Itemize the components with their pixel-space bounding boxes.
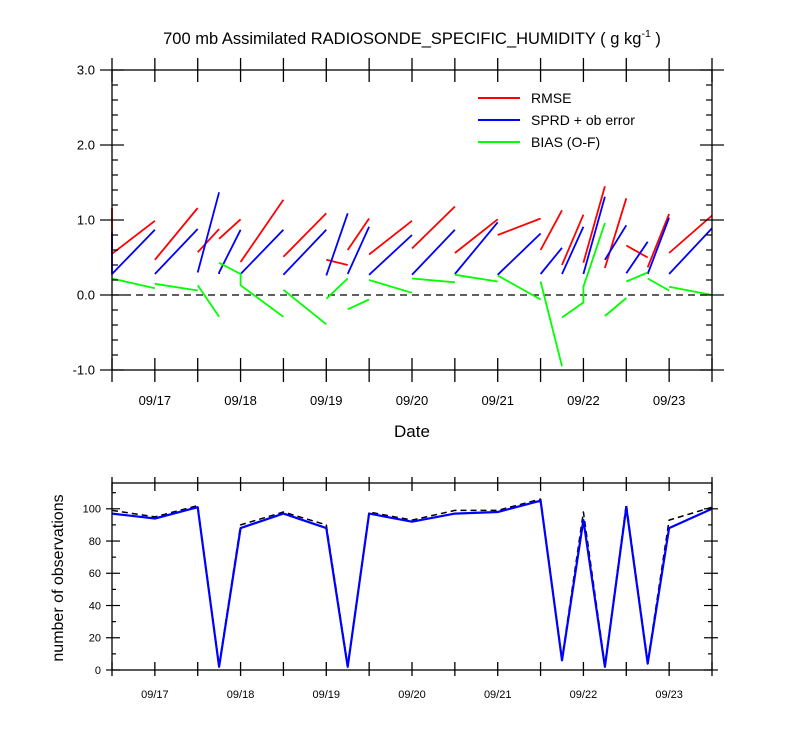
series-rmse-line (326, 258, 348, 266)
y-tick-label: 3.0 (77, 63, 95, 78)
series-rmse-line (239, 199, 285, 263)
series-rmse-line (368, 220, 413, 256)
x-tick-label: 09/17 (139, 393, 172, 408)
series-bias-line (368, 279, 413, 294)
series-bias-line (625, 271, 649, 283)
series-rmse-line (561, 214, 585, 266)
legend-label-rmse: RMSE (531, 90, 571, 106)
x-tick-label: 09/18 (227, 689, 255, 701)
series-sprd-line (239, 229, 285, 275)
series-rmse-line (218, 218, 242, 240)
series-rmse-line (411, 205, 456, 250)
top-panel: 09/17 09/18 09/19 09/20 09/21 09/22 09/23 3.0 2.… (73, 58, 724, 408)
series-bias-line (154, 282, 198, 292)
series-sprd-line (325, 213, 349, 276)
chart-title-unit-exponent: -1 (641, 28, 650, 40)
y-tick-label: 1.0 (77, 213, 95, 228)
series-sprd-line (668, 227, 713, 275)
series-rmse-line (646, 213, 670, 268)
series-bias-line (668, 285, 713, 296)
series-rmse-line (197, 228, 220, 253)
series-sprd-line (561, 226, 585, 275)
series-sprd-line (582, 196, 606, 275)
series-rmse-line (582, 186, 606, 264)
series-rmse-line (154, 207, 199, 261)
series-sprd-line (218, 229, 242, 274)
series-bias-line (325, 277, 349, 300)
y-tick-label: 2.0 (77, 138, 95, 153)
series-bias-line (218, 262, 284, 318)
series-sprd-line (625, 241, 649, 274)
series-rmse-line (346, 217, 370, 251)
series-sprd-line (539, 247, 563, 275)
series-rmse-line (604, 198, 628, 269)
series-bias-line (282, 289, 327, 326)
series-obs_total-line (111, 498, 713, 666)
chart-title: 700 mb Assimilated RADIOSONDE_SPECIFIC_H… (163, 28, 661, 48)
x-tick-label: 09/17 (141, 689, 169, 701)
series-bias-line (196, 284, 220, 318)
x-tick-label: 09/21 (481, 393, 514, 408)
series-bias-line (604, 297, 627, 317)
x-tick-label: 09/23 (655, 689, 683, 701)
chart-title-end: ) (651, 30, 661, 48)
x-tick-label: 09/22 (567, 393, 600, 408)
series-bias-line (411, 277, 455, 284)
legend-label-sprd: SPRD + ob error (531, 112, 635, 128)
series-rmse-line (454, 218, 499, 254)
series-bias-line (111, 277, 156, 290)
x-tick-label: 09/22 (570, 689, 598, 701)
series-bias-line (647, 277, 670, 292)
bottom-panel: 09/17 09/18 09/19 09/20 09/21 09/22 09/23 100 80… (83, 477, 718, 701)
series-sprd-line (646, 217, 670, 275)
x-tick-label: 09/19 (313, 689, 341, 701)
series-rmse-line (282, 212, 327, 258)
x-tick-label: 09/23 (653, 393, 686, 408)
y-tick-label: 20 (89, 633, 101, 645)
series-obs_used-line (111, 499, 713, 668)
series-sprd-line (196, 192, 220, 273)
series-sprd-line (154, 228, 199, 275)
y-tick-label: 100 (83, 504, 101, 516)
series-sprd-line (604, 224, 628, 261)
legend: RMSE SPRD + ob error BIAS (O-F) (478, 90, 635, 150)
series-sprd-line (454, 221, 499, 275)
y-tick-label: 0 (95, 665, 101, 677)
top-x-axis-label: Date (394, 422, 430, 441)
series-bias-line (497, 274, 542, 301)
series-sprd-line (411, 229, 456, 276)
y-tick-label: 60 (89, 568, 101, 580)
series-rmse-line (497, 217, 541, 236)
series-bias-line (347, 298, 370, 311)
x-tick-label: 09/18 (224, 393, 257, 408)
series-bias-line (454, 273, 498, 283)
y-tick-label: 40 (89, 600, 101, 612)
series-rmse-line (111, 208, 156, 255)
x-tick-label: 09/21 (484, 689, 512, 701)
series-bias-line (539, 281, 563, 367)
series-sprd-line (282, 229, 327, 276)
bottom-y-axis-label: number of observations (50, 494, 67, 661)
series-sprd-line (346, 226, 370, 275)
series-rmse-line (625, 244, 649, 259)
x-tick-label: 09/20 (398, 689, 426, 701)
x-tick-label: 09/19 (310, 393, 343, 408)
legend-label-bias: BIAS (O-F) (531, 134, 600, 150)
y-tick-label: 80 (89, 536, 101, 548)
series-sprd-line (497, 232, 542, 276)
series-bias-line (561, 222, 606, 319)
y-tick-label: 0.0 (77, 288, 95, 303)
series-rmse-line (668, 214, 713, 254)
series-sprd-line (368, 234, 413, 276)
y-tick-label: -1.0 (73, 363, 95, 378)
x-tick-label: 09/20 (396, 393, 429, 408)
plot-frame (111, 482, 713, 671)
chart-title-text: 700 mb Assimilated RADIOSONDE_SPECIFIC_H… (163, 30, 641, 48)
series-rmse-line (539, 209, 563, 251)
